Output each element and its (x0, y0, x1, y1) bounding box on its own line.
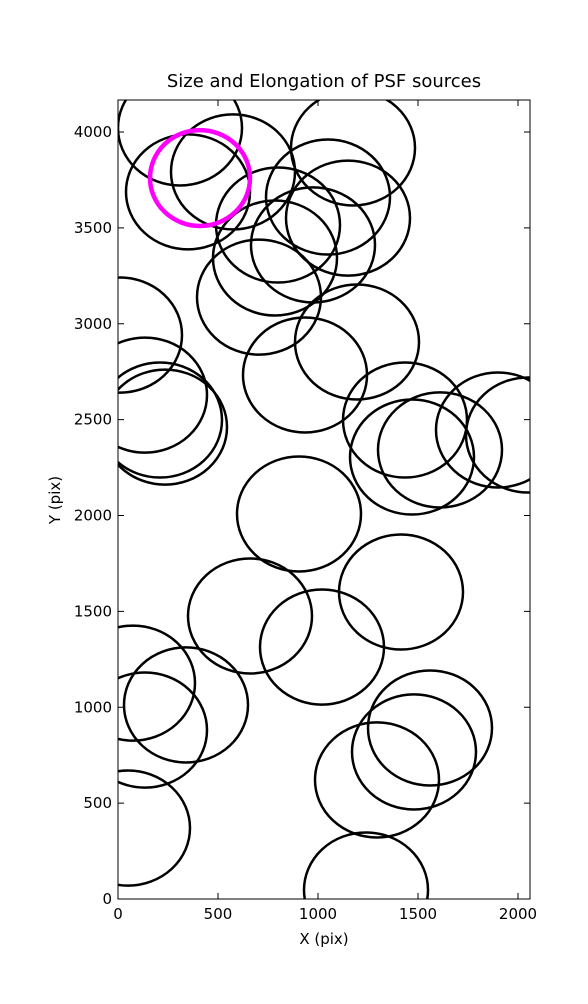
psf-ellipse (122, 646, 250, 764)
y-tick-label: 2500 (74, 411, 112, 429)
x-axis-label: X (pix) (299, 930, 348, 948)
psf-ellipse (118, 624, 197, 742)
psf-ellipse (366, 669, 494, 787)
psf-ellipse (118, 671, 209, 789)
psf-ellipse (313, 721, 441, 839)
chart-title: Size and Elongation of PSF sources (167, 71, 481, 92)
psf-ellipse (214, 166, 342, 284)
psf-ellipse (258, 588, 386, 706)
psf-ellipse (118, 336, 209, 454)
psf-ellipse (195, 238, 323, 356)
y-tick-label: 2000 (74, 507, 112, 525)
psf-ellipse (284, 159, 412, 277)
plot-area (118, 100, 530, 899)
psf-ellipse (348, 398, 476, 516)
y-tick-label: 3000 (74, 315, 112, 333)
y-axis-label: Y (pix) (46, 476, 64, 525)
psf-ellipse (293, 283, 421, 401)
psf-ellipse (118, 769, 192, 887)
psf-ellipse (264, 138, 392, 256)
psf-ellipse (118, 276, 184, 394)
y-tick-label: 4000 (74, 123, 112, 141)
y-tick-label: 1000 (74, 698, 112, 716)
x-tick-label: 0 (113, 905, 123, 923)
x-tick-label: 1000 (299, 905, 337, 923)
x-tick-label: 500 (204, 905, 233, 923)
psf-ellipse (147, 127, 253, 229)
psf-ellipse (118, 100, 244, 187)
x-tick-label: 2000 (499, 905, 537, 923)
plot-frame (117, 99, 531, 900)
psf-ellipse (186, 557, 314, 675)
psf-ellipse (124, 133, 252, 251)
psf-ellipse (118, 368, 229, 486)
x-tick-label: 1500 (399, 905, 437, 923)
psf-ellipse (376, 391, 504, 509)
psf-ellipse (289, 100, 417, 207)
y-tick-label: 1500 (74, 602, 112, 620)
psf-ellipse (169, 113, 297, 231)
y-tick-label: 500 (83, 794, 112, 812)
psf-ellipse (337, 533, 465, 651)
psf-ellipse (235, 455, 363, 573)
psf-ellipse (350, 693, 478, 811)
psf-ellipse (118, 361, 224, 479)
psf-ellipse (434, 371, 530, 489)
psf-ellipse (302, 831, 430, 899)
y-tick-label: 0 (102, 890, 112, 908)
psf-ellipse (464, 376, 530, 494)
y-tick-label: 3500 (74, 219, 112, 237)
